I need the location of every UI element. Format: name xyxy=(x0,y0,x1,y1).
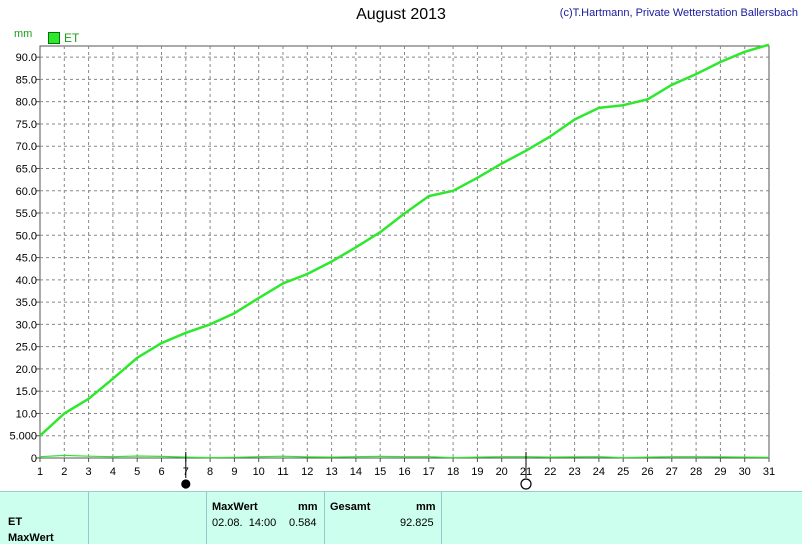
y-tick-label: 0 xyxy=(31,453,37,465)
total-header: Gesamt xyxy=(330,501,371,513)
legend: ET xyxy=(48,31,79,45)
y-tick-label: 80.0 xyxy=(16,97,37,109)
x-tick-label: 1 xyxy=(37,466,43,478)
y-tick-label: 35.0 xyxy=(16,297,37,309)
max-header: MaxWert xyxy=(212,501,258,513)
y-axis-unit: mm xyxy=(14,28,33,40)
x-tick-label: 30 xyxy=(739,466,751,478)
x-tick-label: 17 xyxy=(423,466,435,478)
total-value: 92.825 xyxy=(400,517,434,529)
chart-series xyxy=(39,43,770,459)
x-tick-label: 28 xyxy=(690,466,702,478)
x-tick-label: 13 xyxy=(325,466,337,478)
x-tick-label: 15 xyxy=(374,466,386,478)
y-tick-label: 30.0 xyxy=(16,319,37,331)
filled-circle-marker xyxy=(181,479,191,489)
y-tick-label: 5.000 xyxy=(9,431,37,443)
x-tick-label: 5 xyxy=(134,466,140,478)
y-tick-label: 40.0 xyxy=(16,275,37,287)
chart-markers xyxy=(181,452,532,490)
x-tick-label: 12 xyxy=(301,466,313,478)
y-tick-label: 75.0 xyxy=(16,119,37,131)
x-tick-label: 6 xyxy=(158,466,164,478)
x-tick-label: 26 xyxy=(641,466,653,478)
chart-title: August 2013 xyxy=(356,6,446,23)
series-line-et-hourly xyxy=(39,454,770,459)
x-tick-label: 18 xyxy=(447,466,459,478)
x-tick-label: 20 xyxy=(496,466,508,478)
y-tick-label: 85.0 xyxy=(16,74,37,86)
x-tick-label: 16 xyxy=(398,466,410,478)
summary-table: ET MaxWert MaxWert mm 02.08. 14:00 0.584… xyxy=(0,491,802,544)
y-tick-label: 90.0 xyxy=(16,52,37,64)
x-tick-label: 31 xyxy=(763,466,775,478)
y-tick-label: 60.0 xyxy=(16,186,37,198)
series-line-et xyxy=(39,43,770,437)
x-tick-label: 11 xyxy=(277,466,288,478)
x-tick-label: 19 xyxy=(471,466,483,478)
max-value: 0.584 xyxy=(289,517,317,529)
x-tick-label: 29 xyxy=(714,466,726,478)
table-divider xyxy=(206,492,207,544)
y-tick-label: 45.0 xyxy=(16,253,37,265)
x-tick-label: 23 xyxy=(568,466,580,478)
table-divider xyxy=(324,492,325,544)
legend-label-et: ET xyxy=(64,31,80,45)
y-tick-label: 20.0 xyxy=(16,364,37,376)
y-tick-label: 25.0 xyxy=(16,342,37,354)
chart-grid xyxy=(39,45,770,459)
row-label-et: ET xyxy=(8,516,23,528)
x-tick-label: 8 xyxy=(207,466,213,478)
max-unit: mm xyxy=(298,501,318,513)
row-label-maxwert: MaxWert xyxy=(8,532,54,544)
y-tick-label: 10.0 xyxy=(16,408,37,420)
total-unit: mm xyxy=(416,501,436,513)
x-tick-label: 22 xyxy=(544,466,556,478)
x-tick-label: 14 xyxy=(350,466,362,478)
x-tick-label: 10 xyxy=(253,466,265,478)
max-time: 02.08. 14:00 xyxy=(212,517,277,529)
y-tick-label: 55.0 xyxy=(16,208,37,220)
x-tick-label: 27 xyxy=(666,466,678,478)
x-tick-label: 3 xyxy=(86,466,92,478)
table-divider xyxy=(88,492,89,544)
et-chart: 1234567891011121314151617181920212223242… xyxy=(9,43,775,490)
x-tick-label: 24 xyxy=(593,466,605,478)
y-tick-label: 50.0 xyxy=(16,230,37,242)
x-tick-label: 4 xyxy=(110,466,116,478)
legend-swatch xyxy=(48,32,60,44)
open-circle-marker xyxy=(520,478,532,490)
x-tick-label: 9 xyxy=(231,466,237,478)
copyright-note: (c)T.Hartmann, Private Wetterstation Bal… xyxy=(559,7,798,19)
x-tick-label: 25 xyxy=(617,466,629,478)
y-tick-label: 65.0 xyxy=(16,163,37,175)
x-tick-label: 2 xyxy=(61,466,67,478)
y-tick-label: 15.0 xyxy=(16,386,37,398)
y-tick-label: 70.0 xyxy=(16,141,37,153)
table-divider xyxy=(441,492,442,544)
chart-axes: 1234567891011121314151617181920212223242… xyxy=(9,52,775,478)
